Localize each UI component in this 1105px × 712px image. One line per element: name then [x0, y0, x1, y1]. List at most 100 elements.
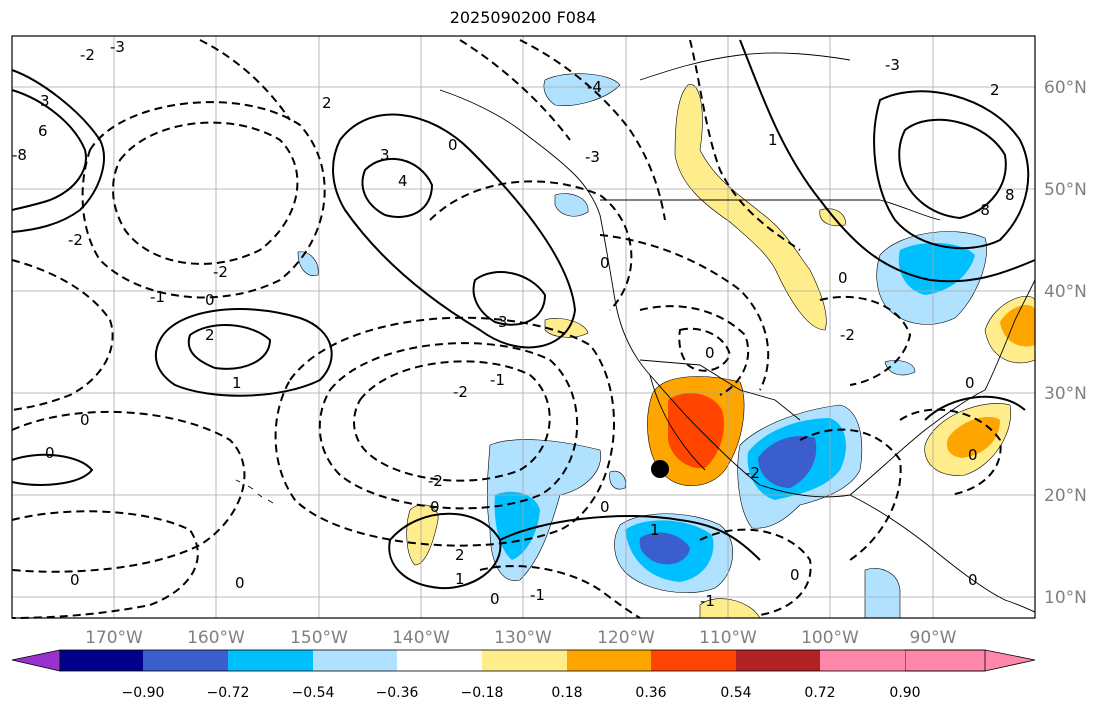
colorbar-tick: 0.18 — [551, 685, 582, 701]
colorbar-tick: −0.90 — [122, 685, 165, 701]
lon-axis: 170°W 160°W 150°W 140°W 130°W 120°W 110°… — [85, 628, 957, 648]
lat-tick-label: 50°N — [1044, 180, 1087, 200]
coast-alaska — [439, 89, 601, 216]
contour-label: -1 — [150, 288, 165, 306]
hawaii-islands — [235, 479, 274, 504]
lon-tick-label: 110°W — [699, 628, 757, 648]
warm-small-1 — [544, 318, 589, 338]
contour-negative — [819, 295, 912, 386]
contour-positive — [898, 118, 1007, 220]
contour-negative — [479, 565, 641, 619]
contour-positive — [332, 113, 577, 349]
colorbar-extend-low — [11, 649, 61, 672]
contour-label: 0 — [838, 269, 848, 287]
contour-positive — [472, 271, 547, 326]
contour-label: -3 — [885, 56, 900, 74]
contour-label: -1 — [530, 586, 545, 604]
colorbar-segment — [820, 650, 905, 671]
shaded-fields — [297, 73, 1036, 619]
colorbar: −0.90 −0.72 −0.54 −0.36 −0.18 0.18 0.36 … — [11, 649, 1036, 701]
contour-positive — [361, 157, 434, 218]
colorbar-segment — [397, 650, 482, 671]
location-marker — [651, 460, 669, 478]
warm-band-canada — [674, 84, 827, 331]
contour-label: 4 — [398, 172, 408, 190]
contour-positive — [924, 395, 1026, 421]
contour-negative — [519, 39, 666, 221]
colorbar-outline — [59, 649, 986, 672]
contour-label: 1 — [768, 131, 778, 149]
contour-label: -2 — [68, 231, 83, 249]
contour-label: -2 — [840, 326, 855, 344]
colorbar-segment — [143, 650, 228, 671]
contour-label: 0 — [205, 291, 215, 309]
contour-negative — [689, 39, 801, 251]
colorbar-segment — [651, 650, 736, 671]
contour-positive — [154, 308, 333, 397]
coast-baja — [649, 374, 706, 471]
contour-label: 2 — [990, 81, 1000, 99]
contour-label: 1 — [650, 521, 660, 539]
contour-label: -8 — [975, 201, 990, 219]
colorbar-segment — [313, 650, 397, 671]
contour-negative — [459, 39, 571, 141]
contour-label: 0 — [600, 498, 610, 516]
lon-tick-label: 170°W — [85, 628, 143, 648]
contour-label: 0 — [490, 590, 500, 608]
contour-negative — [318, 342, 579, 510]
contour-label: 0 — [600, 254, 610, 272]
contour-label: 6 — [38, 122, 48, 140]
contour-negative — [274, 316, 615, 547]
colorbar-segment — [736, 650, 820, 671]
contour-label-group: 3 4 3 2 1 0 -2 -1 -2 -1 -2 0 2 1 0 -1 0 … — [12, 38, 1015, 610]
colorbar-segment — [60, 650, 143, 671]
contour-label: -8 — [12, 146, 27, 164]
colorbar-tick: −0.18 — [461, 685, 504, 701]
lat-tick-label: 40°N — [1044, 282, 1087, 302]
contour-negative — [112, 121, 299, 265]
contour-label: -3 — [585, 148, 600, 166]
contour-positive — [187, 324, 272, 370]
coast-westcoast — [599, 214, 761, 486]
contour-label: 0 — [968, 571, 978, 589]
colorbar-tick: 0.36 — [635, 685, 666, 701]
contour-negative — [11, 510, 199, 619]
lon-tick-label: 140°W — [392, 628, 450, 648]
contour-negative — [599, 234, 770, 391]
map-frame — [11, 35, 1036, 619]
contour-label: -2 — [745, 464, 760, 482]
coast-hudson — [639, 52, 851, 81]
lon-tick-label: 90°W — [910, 628, 957, 648]
contour-positive — [739, 39, 1036, 283]
contour-label: -2 — [213, 263, 228, 281]
contour-negative — [699, 528, 812, 616]
contour-negative — [81, 101, 326, 299]
coast-east — [984, 279, 1036, 391]
cold-small-1 — [543, 73, 621, 106]
warm-small-2 — [406, 504, 439, 566]
colorbar-segment — [482, 650, 567, 671]
contour-label: 1 — [232, 374, 242, 392]
lon-tick-label: 150°W — [290, 628, 348, 648]
cold-small-3 — [297, 251, 319, 276]
cold-small-6 — [609, 470, 626, 490]
contour-label: 0 — [965, 374, 975, 392]
colorbar-tick: −0.72 — [207, 685, 250, 701]
contour-label: -4 — [587, 78, 602, 96]
contour-negative — [678, 327, 732, 372]
colorbar-tick: 0.72 — [804, 685, 835, 701]
contour-label: -2 — [80, 46, 95, 64]
colorbar-extend-high — [904, 649, 1036, 672]
contour-label: 0 — [235, 574, 245, 592]
border-canada-us — [600, 199, 941, 221]
warm-core-mexico — [668, 393, 725, 469]
contour-label: -2 — [428, 472, 443, 490]
contour-positive — [499, 515, 761, 561]
contour-positive — [873, 90, 1030, 250]
contour-label: 0 — [968, 446, 978, 464]
contour-label: 3 — [498, 313, 508, 331]
lon-tick-label: 160°W — [187, 628, 245, 648]
contour-label: 0 — [705, 344, 715, 362]
contours — [11, 39, 1036, 590]
